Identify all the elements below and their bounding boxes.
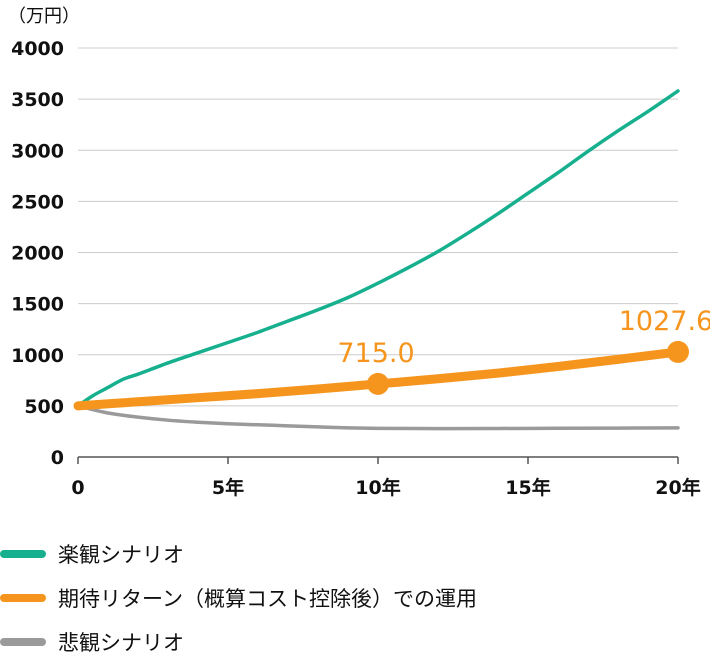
y-unit-label: （万円） bbox=[8, 6, 80, 27]
legend-swatch bbox=[0, 638, 46, 646]
legend-item: 楽観シナリオ bbox=[0, 532, 700, 576]
data-label: 1027.6 bbox=[619, 306, 710, 337]
x-tick-label: 5年 bbox=[212, 476, 244, 499]
y-tick-label: 2500 bbox=[11, 191, 64, 213]
y-tick-label: 3000 bbox=[11, 140, 64, 162]
x-tick-label: 0 bbox=[71, 477, 84, 499]
y-tick-label: 1500 bbox=[11, 294, 64, 316]
line-chart: （万円） 0 500 1000 1500 2000 2500 3000 3500 4000 0 5年 1… bbox=[8, 6, 710, 499]
y-tick-label: 3500 bbox=[11, 89, 64, 111]
legend-swatch bbox=[0, 550, 46, 558]
legend-swatch bbox=[0, 594, 46, 602]
x-tick-label: 10年 bbox=[355, 476, 400, 499]
y-tick-label: 500 bbox=[24, 396, 64, 418]
y-tick-label: 1000 bbox=[11, 345, 64, 367]
data-point-marker bbox=[667, 340, 689, 363]
legend-label: 悲観シナリオ bbox=[58, 631, 184, 655]
series-line-pessimistic bbox=[76, 404, 680, 431]
x-tick-label: 20年 bbox=[655, 476, 700, 499]
legend-item: 期待リターン（概算コスト控除後）での運用 bbox=[0, 576, 700, 620]
y-tick-label: 0 bbox=[51, 447, 64, 469]
data-label: 715.0 bbox=[337, 338, 414, 369]
legend: 楽観シナリオ期待リターン（概算コスト控除後）での運用 悲観シナリオ bbox=[0, 532, 700, 664]
legend-label: 楽観シナリオ bbox=[58, 543, 184, 567]
legend-item: 悲観シナリオ bbox=[0, 620, 700, 664]
legend-label: 期待リターン（概算コスト控除後）での運用 bbox=[58, 587, 477, 611]
y-tick-label: 2000 bbox=[11, 243, 64, 265]
data-point-marker bbox=[367, 372, 389, 395]
x-tick-label: 15年 bbox=[505, 476, 550, 499]
y-tick-label: 4000 bbox=[11, 38, 64, 60]
series-line-optimistic bbox=[76, 89, 680, 408]
